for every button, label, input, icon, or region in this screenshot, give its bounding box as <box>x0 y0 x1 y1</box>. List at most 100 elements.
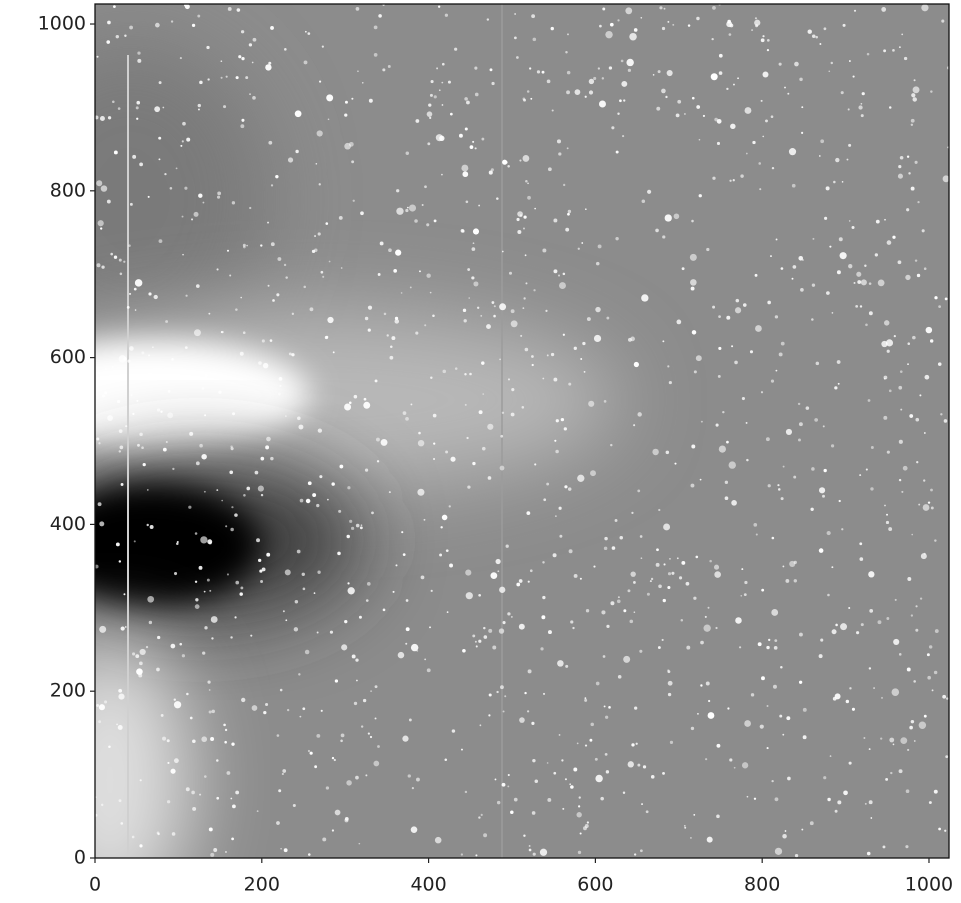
star <box>464 403 467 406</box>
star <box>633 361 639 368</box>
star <box>655 562 660 567</box>
star <box>331 829 335 832</box>
star <box>469 372 472 376</box>
star <box>765 437 770 442</box>
star <box>417 439 425 447</box>
star <box>610 443 613 447</box>
star <box>294 600 299 604</box>
star <box>931 689 934 692</box>
star <box>840 623 848 631</box>
star <box>445 450 448 454</box>
star <box>605 715 609 719</box>
dark-band <box>95 40 270 360</box>
star <box>718 315 721 318</box>
star <box>909 725 913 730</box>
star <box>749 350 754 354</box>
star <box>900 408 903 411</box>
star <box>818 654 823 659</box>
star <box>570 785 574 789</box>
star <box>930 90 933 93</box>
star <box>556 139 562 144</box>
star <box>856 271 862 277</box>
star <box>900 737 908 745</box>
star <box>820 139 825 144</box>
star <box>545 309 548 312</box>
star <box>838 499 841 503</box>
star <box>906 667 911 672</box>
star <box>652 74 655 76</box>
star <box>635 742 638 745</box>
star <box>841 528 844 531</box>
star <box>201 736 208 743</box>
star <box>95 115 99 120</box>
star <box>513 797 518 802</box>
star <box>317 428 323 433</box>
star <box>639 535 643 538</box>
star <box>361 81 364 84</box>
star <box>204 626 208 630</box>
star <box>914 259 918 262</box>
star <box>667 20 670 23</box>
star <box>647 189 652 194</box>
star <box>561 759 564 762</box>
star <box>615 236 619 241</box>
star <box>130 394 133 397</box>
star <box>230 445 233 448</box>
star <box>191 23 196 28</box>
star <box>819 43 822 45</box>
star <box>530 97 533 100</box>
star <box>928 801 932 805</box>
star <box>442 369 447 374</box>
star <box>225 75 228 78</box>
star <box>784 86 786 89</box>
star <box>209 589 212 592</box>
star <box>634 706 638 710</box>
star <box>119 272 123 276</box>
star <box>260 580 264 583</box>
star <box>267 284 270 287</box>
star <box>139 779 142 782</box>
star <box>919 394 922 397</box>
star <box>167 390 171 393</box>
star <box>886 617 890 620</box>
star <box>211 637 214 640</box>
star <box>560 417 565 422</box>
axes-frame <box>94 3 950 859</box>
star <box>147 489 149 491</box>
star <box>623 655 631 663</box>
star <box>421 204 424 206</box>
star <box>433 95 437 99</box>
star <box>732 179 735 182</box>
star <box>194 580 198 583</box>
star <box>113 5 116 8</box>
star <box>588 400 595 407</box>
star <box>334 679 339 683</box>
y-tick-label: 600 <box>50 346 86 368</box>
star <box>532 758 536 763</box>
star <box>924 374 930 380</box>
star <box>441 81 444 84</box>
star <box>476 306 480 309</box>
star <box>208 312 211 315</box>
star <box>770 115 774 119</box>
star <box>814 418 819 422</box>
star <box>450 456 456 462</box>
star <box>662 598 666 603</box>
star <box>735 617 742 624</box>
star <box>656 548 659 552</box>
star <box>577 474 585 482</box>
star <box>564 778 567 781</box>
star <box>275 174 279 179</box>
star <box>106 40 111 44</box>
star <box>880 737 883 740</box>
star <box>136 399 139 402</box>
star <box>507 773 510 777</box>
star <box>250 634 253 637</box>
star <box>204 414 207 417</box>
star <box>726 21 733 28</box>
star <box>912 335 916 340</box>
star <box>642 765 647 769</box>
star <box>573 574 578 578</box>
star <box>112 100 115 104</box>
star <box>848 264 853 269</box>
